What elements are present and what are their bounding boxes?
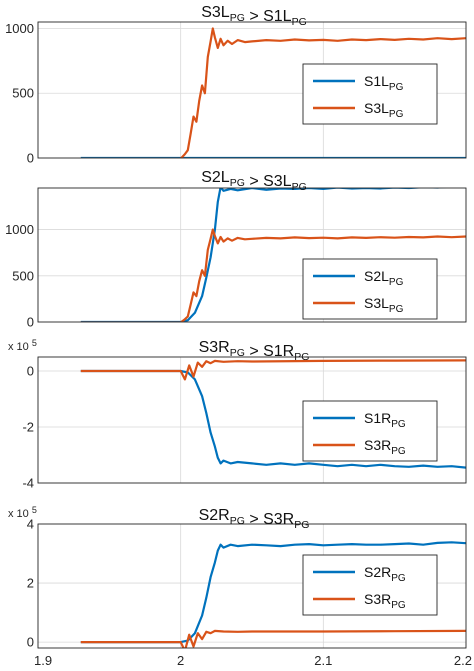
y-tick-label: 500 [12, 86, 34, 101]
y-multiplier-exponent: 5 [32, 338, 37, 348]
legend-box [302, 258, 438, 320]
legend-label: S3LPG [364, 295, 404, 315]
legend-box [302, 554, 438, 616]
y-tick-label: 1000 [5, 222, 34, 237]
y-tick-label: 0 [27, 364, 34, 379]
series-line-s3r [80, 359, 466, 381]
x-tick-label: 1.9 [34, 653, 52, 668]
x-tick-label: 2.2 [454, 653, 472, 668]
legend-label: S3RPG [364, 437, 406, 457]
y-tick-label: 0 [27, 151, 34, 166]
legend-label: S3RPG [364, 591, 406, 611]
legend: S2LPG S3LPG [302, 258, 438, 320]
chart-title: S2RPG > S3RPG [199, 507, 310, 531]
y-tick-label: 500 [12, 268, 34, 283]
series-line-s1r [80, 369, 466, 469]
x-tick-label: 2 [177, 653, 184, 668]
y-tick-label: 0 [27, 635, 34, 650]
y-tick-label: 1000 [5, 21, 34, 36]
y-multiplier-exponent: 5 [32, 505, 37, 515]
series-line-s3r [80, 629, 466, 648]
axes-frame [37, 356, 467, 484]
chart-panel-1: 0 500 1000 S3LPG > S1LPG S1LPG S3LPG [5, 4, 467, 166]
series-line-s2r [80, 541, 466, 644]
legend-label: S1RPG [364, 410, 406, 430]
chart-panel-3: -4 -2 0 x 10 5 S3RPG > S1RPG S1RPG S3RPG [8, 338, 467, 491]
series-line-s3l [80, 27, 466, 158]
axes-frame [37, 21, 467, 159]
legend-box [302, 400, 438, 462]
series-line-s2l [80, 188, 466, 322]
y-multiplier-label: x 10 5 [8, 338, 37, 353]
series-line-s3l [80, 228, 466, 322]
chart-panel-2: 0 500 1000 S2LPG > S3LPG S2LPG S3LPG [5, 169, 467, 330]
y-tick-label: -2 [22, 420, 34, 435]
legend-label: S2LPG [364, 268, 404, 288]
legend-label: S1LPG [364, 73, 404, 93]
chart-title: S2LPG > S3LPG [201, 169, 307, 193]
chart-title: S3RPG > S1RPG [199, 339, 310, 363]
chart-panel-4: 0 2 4x 10 5 S2RPG > S3RPG S2RPG S3RPG 1.9 2 2.1 2… [8, 505, 472, 668]
y-tick-label: 2 [27, 576, 34, 591]
legend: S2RPG S3RPG [302, 554, 438, 616]
x-tick-label: 2.1 [314, 653, 332, 668]
legend: S1RPG S3RPG [302, 400, 438, 462]
legend-label: S3LPG [364, 100, 404, 120]
y-tick-label: -4 [22, 476, 34, 491]
axes-frame [37, 187, 467, 323]
legend: S1LPG S3LPG [302, 63, 438, 125]
y-tick-label: 4 [27, 517, 34, 532]
legend-label: S2RPG [364, 564, 406, 584]
y-tick-label: 0 [27, 315, 34, 330]
y-multiplier-label: x 10 5 [8, 505, 37, 520]
legend-box [302, 63, 438, 125]
chart-title: S3LPG > S1LPG [201, 4, 307, 28]
axes-frame [37, 523, 467, 649]
